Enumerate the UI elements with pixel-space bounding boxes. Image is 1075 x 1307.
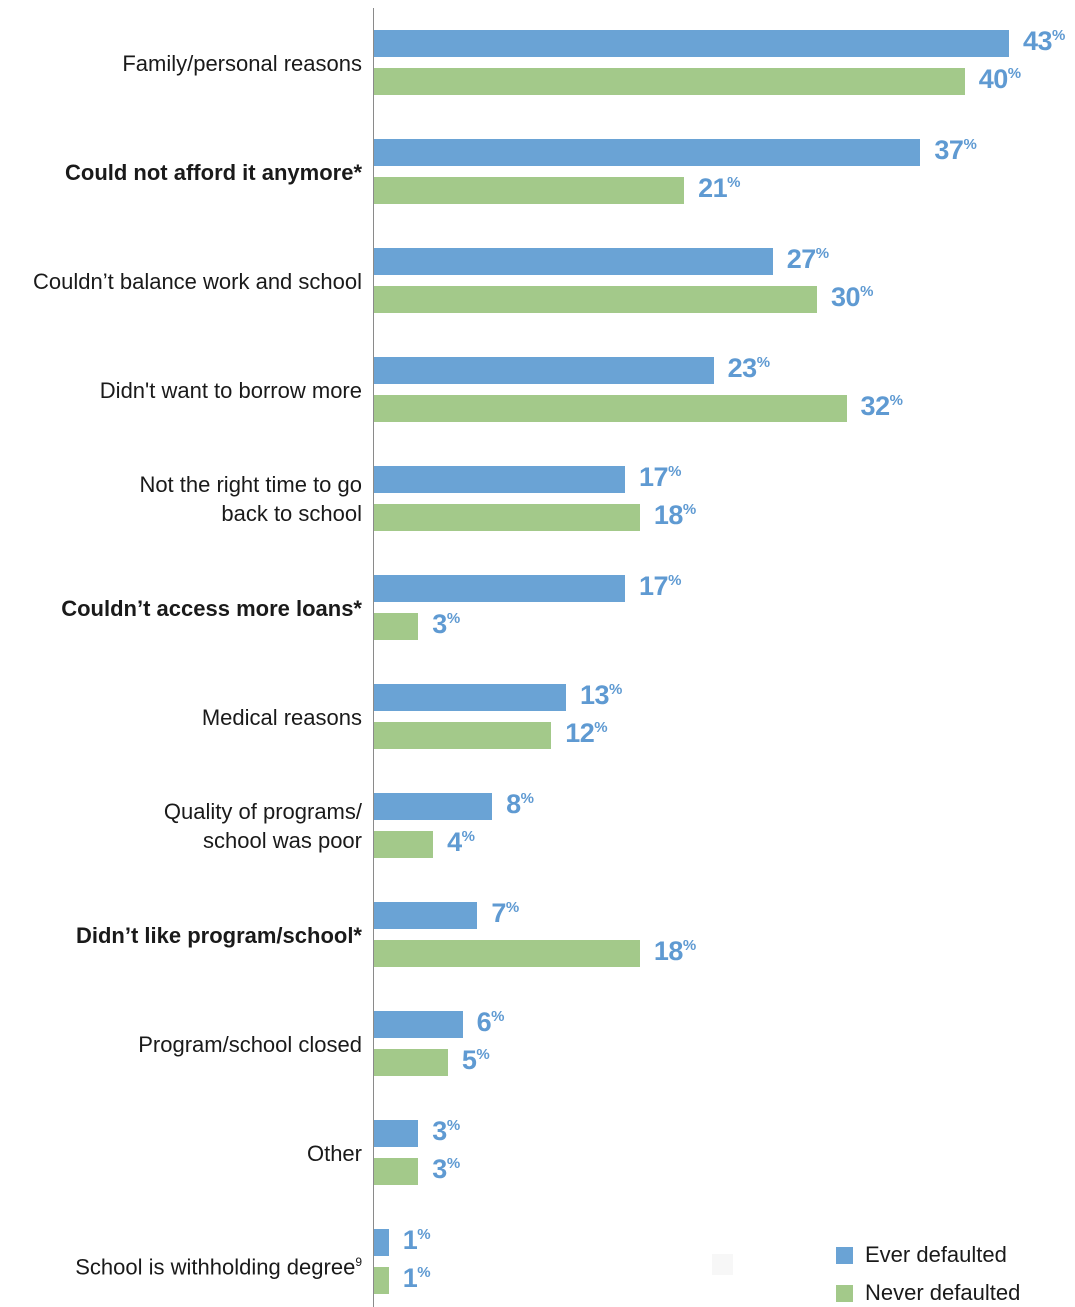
data-label: 13% (579, 680, 623, 710)
bar-never-defaulted (374, 504, 640, 531)
data-label: 1% (402, 1225, 431, 1255)
bar-ever-defaulted (374, 793, 493, 820)
bar-never-defaulted (374, 286, 818, 313)
footnote-marker: 9 (355, 1254, 362, 1269)
data-label: 18% (653, 500, 697, 530)
bar-ever-defaulted (374, 1011, 463, 1038)
data-label: 12% (565, 718, 608, 748)
bar-ever-defaulted (374, 902, 478, 929)
bar-never-defaulted (374, 1158, 419, 1185)
category-label: School is withholding degree9 (75, 1253, 362, 1279)
bar-ever-defaulted (374, 1120, 419, 1147)
bar-ever-defaulted (374, 248, 773, 275)
bar-ever-defaulted (374, 684, 566, 711)
data-label: 8% (506, 789, 534, 819)
legend-label-never-defaulted: Never defaulted (865, 1280, 1021, 1305)
category-label: Didn’t like program/school* (75, 922, 362, 948)
data-label: 17% (639, 571, 682, 601)
bar-never-defaulted (374, 177, 685, 204)
legend-swatch-never-defaulted (836, 1284, 853, 1302)
bar-never-defaulted (374, 613, 419, 640)
bar-never-defaulted (374, 940, 640, 967)
data-label: 6% (476, 1007, 505, 1037)
bar-never-defaulted (374, 831, 434, 858)
data-label: 30% (831, 282, 874, 312)
data-label: 43% (1023, 26, 1066, 56)
data-label: 3% (432, 609, 461, 639)
data-label: 4% (447, 827, 475, 857)
bar-ever-defaulted (374, 30, 1009, 57)
category-label: Not the right time to go back to school (139, 472, 362, 526)
category-label: Could not afford it anymore* (65, 159, 362, 185)
data-label: 21% (698, 173, 741, 203)
data-label: 7% (491, 898, 520, 928)
data-label: 32% (860, 391, 903, 421)
category-label: Couldn’t access more loans* (61, 595, 362, 621)
bar-never-defaulted (374, 722, 552, 749)
bar-ever-defaulted (374, 575, 626, 602)
bar-never-defaulted (374, 68, 965, 95)
bar-never-defaulted (374, 1267, 389, 1294)
blank-square (712, 1254, 733, 1275)
data-label: 23% (727, 353, 771, 383)
category-label: Family/personal reasons (122, 50, 362, 76)
bar-ever-defaulted (374, 1229, 389, 1256)
data-label: 5% (461, 1045, 490, 1075)
bar-ever-defaulted (374, 466, 626, 493)
data-label: 17% (639, 462, 682, 492)
category-label: Medical reasons (201, 704, 362, 730)
bar-ever-defaulted (374, 357, 714, 384)
category-label: Other (306, 1140, 362, 1166)
bar-ever-defaulted (374, 139, 921, 166)
legend-item-ever-defaulted: Ever defaulted (836, 1242, 1007, 1268)
data-label: 18% (653, 936, 697, 966)
category-label: Couldn’t balance work and school (33, 268, 362, 294)
bar-never-defaulted (374, 395, 847, 422)
legend-item-never-defaulted: Never defaulted (836, 1280, 1020, 1306)
category-label: Quality of programs/school was poor (163, 799, 362, 853)
data-label: 1% (402, 1263, 431, 1293)
data-label: 3% (432, 1116, 461, 1146)
bar-never-defaulted (374, 1049, 448, 1076)
category-label: Program/school closed (138, 1031, 362, 1057)
legend-label-ever-defaulted: Ever defaulted (865, 1242, 1007, 1267)
category-label: Didn't want to borrow more (99, 377, 362, 403)
legend-swatch-ever-defaulted (836, 1246, 853, 1264)
category-axis-line (373, 8, 374, 1307)
data-label: 27% (786, 244, 830, 274)
data-label: 3% (432, 1154, 461, 1184)
data-label: 40% (978, 64, 1022, 94)
data-label: 37% (934, 135, 977, 165)
